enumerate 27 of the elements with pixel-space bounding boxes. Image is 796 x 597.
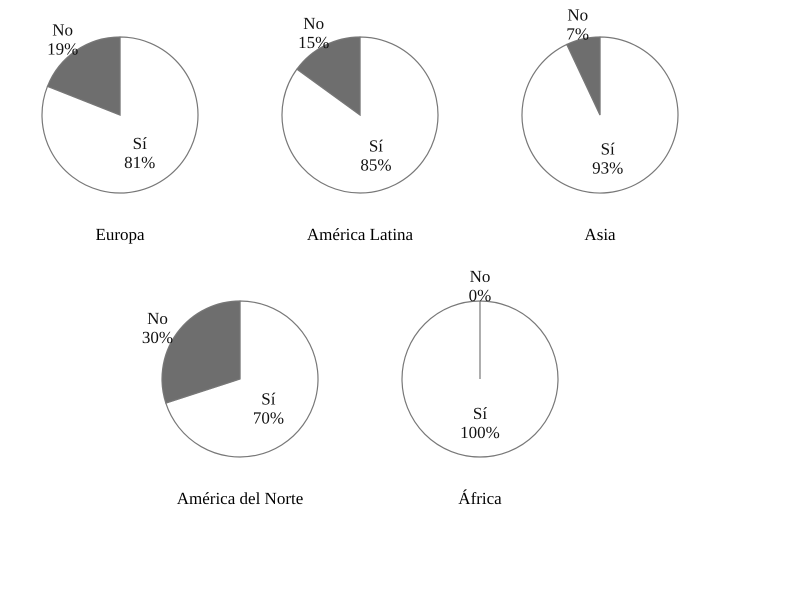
data-label: 19% <box>47 40 78 59</box>
data-label: 85% <box>360 155 392 174</box>
data-label: 30% <box>142 328 174 348</box>
text: 0% <box>468 286 492 305</box>
data-label: 81% <box>124 153 156 172</box>
slice-label: Sí <box>600 139 616 158</box>
slice-label: No <box>567 5 588 24</box>
category-label: No <box>470 267 490 286</box>
data-label: 93% <box>592 158 624 178</box>
data-label: 100% <box>460 423 500 442</box>
text: Asia <box>584 225 616 244</box>
slice-label: No <box>303 14 324 34</box>
text: Europa <box>95 225 145 244</box>
slice-label: Sí <box>368 136 384 156</box>
slice-label: Sí <box>132 134 148 154</box>
slice-label: Sí <box>261 390 276 409</box>
text: América Latina <box>306 225 414 244</box>
text: África <box>458 489 502 508</box>
slice-label: No <box>52 20 74 40</box>
slice-label: Sí <box>472 404 488 424</box>
text: América del Norte <box>176 489 304 508</box>
slice-label: No <box>147 309 168 328</box>
data-label: 70% <box>252 408 284 428</box>
data-label: 7% <box>566 24 590 44</box>
data-label: 15% <box>298 33 330 52</box>
pie-slice <box>41 36 199 194</box>
pie-slice <box>281 36 439 194</box>
